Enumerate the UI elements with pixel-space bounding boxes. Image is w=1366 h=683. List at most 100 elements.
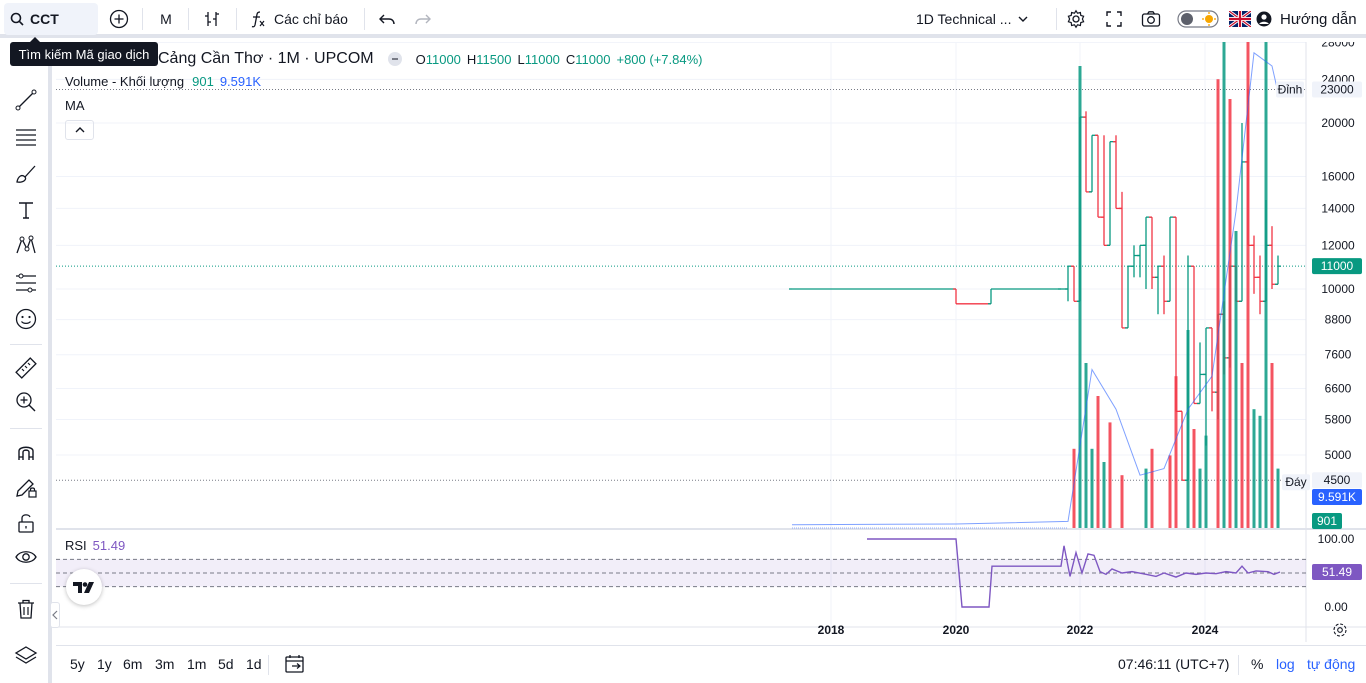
volume-tag: 901 <box>1312 513 1342 529</box>
help-button[interactable]: Hướng dẫn <box>1256 6 1364 32</box>
symbol-search[interactable]: CCT <box>4 3 98 35</box>
screenshot-button[interactable] <box>1138 6 1164 32</box>
pattern-tool[interactable] <box>10 230 42 262</box>
object-tree-button[interactable] <box>10 640 42 672</box>
ohlc-o: O11000 <box>415 51 461 67</box>
theme-toggle[interactable] <box>1176 6 1220 32</box>
volume-bar <box>1204 435 1208 528</box>
ohlc-l: L11000 <box>517 51 560 67</box>
volume-ma-line <box>791 51 1279 526</box>
chevron-down-icon <box>1017 13 1029 25</box>
low-label-tag: Đáy <box>1282 474 1310 491</box>
range-1m[interactable]: 1m <box>187 656 207 672</box>
hide-drawings-tool[interactable] <box>10 541 42 573</box>
chart-settings-button[interactable] <box>1332 622 1350 640</box>
volume-bar <box>1096 396 1100 528</box>
symbol-text: CCT <box>30 11 59 27</box>
rsi-label: RSI <box>65 538 87 553</box>
compare-add-button[interactable] <box>106 6 132 32</box>
fib-tool[interactable] <box>10 121 42 153</box>
tradingview-logo[interactable] <box>66 569 102 605</box>
undo-button[interactable] <box>374 6 400 32</box>
volume-bar <box>1084 363 1088 528</box>
tv-logo-icon <box>73 580 95 594</box>
redo-icon <box>414 10 432 28</box>
time-tick-label: 2024 <box>1192 623 1219 637</box>
high-value-tag: 23000 <box>1312 81 1362 98</box>
price-change: +800 (+7.84%) <box>616 51 703 67</box>
chart-type-button[interactable] <box>198 6 226 32</box>
volume-bar <box>1108 422 1112 528</box>
high-value-tag-bg <box>1312 81 1362 98</box>
plus-circle-icon <box>109 9 129 29</box>
volume-bar <box>1258 415 1262 528</box>
volume-label: Volume - Khối lượng <box>65 74 185 89</box>
price-bar <box>1155 265 1164 315</box>
lock-all-tool[interactable] <box>10 507 42 539</box>
brush-tool[interactable] <box>10 158 42 190</box>
brush-icon <box>14 162 38 186</box>
low-value-tag: 4500 <box>1312 472 1362 489</box>
indicators-button[interactable]: Các chỉ báo <box>248 6 352 32</box>
help-label: Hướng dẫn <box>1280 10 1357 28</box>
zoom-in-tool[interactable] <box>10 386 42 418</box>
sun-toggle-icon <box>1177 9 1219 29</box>
range-1d[interactable]: 1d <box>246 656 262 672</box>
ma-legend: MA <box>65 98 85 113</box>
interval-button[interactable]: M <box>160 11 172 27</box>
chart-area[interactable]: 28000 24000 20000 16000 14000 12000 10000 8800 7… <box>50 42 1366 642</box>
volume-legend: Volume - Khối lượng 901 9.591K <box>65 74 261 89</box>
settings-button[interactable] <box>1063 6 1089 32</box>
low-label-tag-text: Đáy <box>1285 475 1306 489</box>
percent-scale-button[interactable]: % <box>1251 656 1264 672</box>
fullscreen-button[interactable] <box>1101 6 1127 32</box>
top-toolbar: CCT M Các chỉ báo 1D Technical ... <box>0 0 1366 38</box>
price-chart[interactable]: 2800024000200001600014000120001000088007… <box>56 42 1366 642</box>
price-tick-label: 16000 <box>1321 169 1355 183</box>
price-tick-label: 12000 <box>1321 238 1355 252</box>
prediction-tool[interactable] <box>10 267 42 299</box>
icon-tool[interactable] <box>10 303 42 335</box>
range-1y[interactable]: 1y <box>97 656 112 672</box>
price-bar <box>1251 235 1260 294</box>
price-bar <box>1149 216 1158 289</box>
rsi-tick-label: 100.00 <box>1318 532 1355 546</box>
goto-date-button[interactable] <box>284 654 306 674</box>
rsi-legend: RSI 51.49 <box>65 538 125 553</box>
price-bar <box>1107 141 1116 246</box>
rsi-value-tag-bg <box>1312 563 1362 580</box>
price-bar <box>1137 244 1146 278</box>
range-5y[interactable]: 5y <box>70 656 85 672</box>
price-bar <box>1161 255 1170 315</box>
delete-drawings-button[interactable] <box>10 593 42 625</box>
lock-drawing-pen-tool[interactable] <box>10 471 42 503</box>
language-button[interactable] <box>1228 6 1252 32</box>
range-6m[interactable]: 6m <box>123 656 143 672</box>
trend-line-tool[interactable] <box>10 84 42 116</box>
redo-button[interactable] <box>410 6 436 32</box>
collapse-legend-button[interactable] <box>65 120 94 140</box>
range-3m[interactable]: 3m <box>155 656 175 672</box>
auto-scale-button[interactable]: tự động <box>1307 656 1356 672</box>
lock-open-icon <box>14 511 38 535</box>
smiley-icon <box>14 307 38 331</box>
legend-toggle-button[interactable] <box>387 52 402 66</box>
clock-timezone[interactable]: 07:46:11 (UTC+7) <box>1118 656 1230 672</box>
layout-select[interactable]: 1D Technical ... <box>916 6 1052 32</box>
search-icon <box>10 12 24 26</box>
last-price-tag-text: 11000 <box>1321 259 1354 273</box>
range-5d[interactable]: 5d <box>218 656 234 672</box>
measure-tool[interactable] <box>10 352 42 384</box>
price-bar <box>1275 255 1281 285</box>
ohlc-h: H11500 <box>466 51 512 67</box>
price-tick-label: 7600 <box>1325 348 1352 362</box>
ruler-icon <box>14 356 38 380</box>
volume-ma-tag-bg <box>1312 489 1362 505</box>
text-tool[interactable] <box>10 194 42 226</box>
pane-resize-handle[interactable] <box>50 602 60 628</box>
high-value-tag-text: 23000 <box>1320 83 1354 97</box>
volume-value: 901 <box>192 74 214 89</box>
volume-bar <box>1078 66 1082 528</box>
magnet-tool[interactable] <box>10 436 42 468</box>
log-scale-button[interactable]: log <box>1276 656 1295 672</box>
